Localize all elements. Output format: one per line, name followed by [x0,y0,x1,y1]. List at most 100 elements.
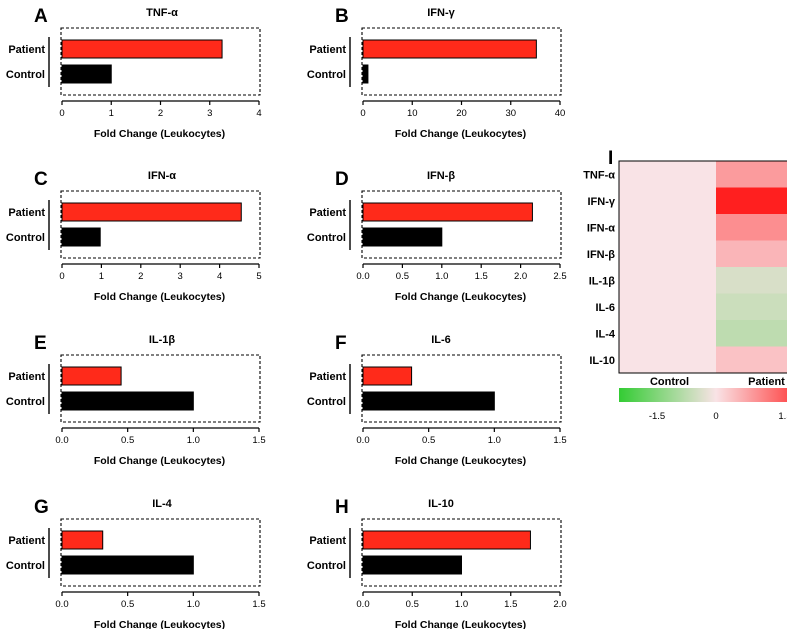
category-label: Control [307,560,346,572]
category-label: Patient [309,44,346,56]
category-label: Control [6,69,45,81]
x-tick-label: 1.5 [252,599,265,610]
heatmap-cell-control [619,346,716,374]
x-tick-label: 2 [138,271,143,282]
panel-label: D [335,169,349,190]
bar-control [61,555,194,575]
panel-c: C IFN-α Patient Control 0 1 2 3 4 5 Fold Change (L… [6,169,262,303]
bar-control [61,64,112,84]
bar-control [362,64,369,84]
x-tick-label: 2.0 [514,271,527,282]
x-tick-label: 4 [256,108,261,119]
x-tick-label: 0.5 [121,435,134,446]
x-tick-label: 2.5 [553,271,566,282]
heatmap-cell-control [619,267,716,294]
x-axis-title: Fold Change (Leukocytes) [395,291,526,303]
panel-label: F [335,333,347,354]
panel-label: I [608,148,613,169]
heatmap-row-label: IFN-α [587,222,615,234]
dashed-frame [361,518,562,587]
category-label: Patient [309,371,346,383]
dashed-frame [60,518,261,587]
bar-patient [61,202,242,222]
category-label: Patient [309,535,346,547]
x-axis-title: Fold Change (Leukocytes) [94,291,225,303]
x-tick-label: 0.0 [55,435,68,446]
bar-control [362,391,495,411]
heatmap-row-label: IL-6 [595,302,615,314]
x-axis-title: Fold Change (Leukocytes) [395,128,526,140]
x-tick-label: 1.5 [504,599,517,610]
chart-title: IFN-α [148,170,176,182]
panel-d: D IFN-β Patient Control 0.0 0.5 1.0 1.5 2.0 2.5 Fo… [307,169,567,303]
x-axis-title: Fold Change (Leukocytes) [395,619,526,629]
dashed-frame [361,27,562,96]
x-tick-label: 0.0 [55,599,68,610]
dashed-frame [361,190,562,259]
panel-g: G IL-4 Patient Control 0.0 0.5 1.0 1.5 Fold Chan… [6,497,266,631]
category-label: Control [307,396,346,408]
colorbar-tick-label: 1.5 [778,411,787,422]
x-tick-label: 1.0 [488,435,501,446]
heatmap-cell-patient [716,214,787,241]
x-tick-label: 1.0 [455,599,468,610]
x-tick-label: 2.0 [553,599,566,610]
x-tick-label: 0 [59,108,64,119]
dashed-frame [60,354,261,423]
x-axis-title: Fold Change (Leukocytes) [395,455,526,467]
x-tick-label: 1 [109,108,114,119]
panel-e: E IL-1β Patient Control 0.0 0.5 1.0 1.5 Fold Cha… [6,333,266,467]
heatmap-border [618,160,787,374]
panel-a: A TNF-α Patient Control 0 1 2 3 4 Fold Change (Le… [6,6,262,140]
x-tick-label: 30 [505,108,516,119]
colorbar [619,388,787,402]
chart-title: IFN-β [427,170,455,182]
heatmap-cell-control [619,320,716,347]
x-tick-label: 0.5 [396,271,409,282]
x-tick-label: 1.0 [187,435,200,446]
heatmap-cell-patient [716,240,787,268]
dashed-frame [361,354,562,423]
bar-control [61,227,101,247]
chart-title: IFN-γ [427,7,455,19]
heatmap-cell-control [619,240,716,268]
panel-label: B [335,6,349,27]
panel-label: A [34,6,48,27]
bar-patient [61,366,122,386]
bar-patient [61,39,223,59]
heatmap-cell-control [619,293,716,321]
category-label: Patient [309,207,346,219]
x-axis-title: Fold Change (Leukocytes) [94,128,225,140]
dashed-frame [60,27,261,96]
x-tick-label: 5 [256,271,261,282]
x-axis-title: Fold Change (Leukocytes) [94,455,225,467]
x-tick-label: 1.0 [435,271,448,282]
panel-b: B IFN-γ Patient Control 0 10 20 30 40 Fold Change… [307,6,565,140]
category-label: Patient [8,44,45,56]
heatmap-cell-control [619,214,716,241]
bar-patient [362,39,537,59]
heatmap-cell-control [619,161,716,188]
panel-label: E [34,333,47,354]
x-axis-title: Fold Change (Leukocytes) [94,619,225,629]
x-tick-label: 0 [360,108,365,119]
panel-f: F IL-6 Patient Control 0.0 0.5 1.0 1.5 Fold Chan… [307,333,567,467]
x-tick-label: 0.5 [422,435,435,446]
bar-patient [362,366,413,386]
bar-patient [61,530,104,550]
bar-control [362,227,443,247]
x-tick-label: 2 [158,108,163,119]
category-label: Control [6,232,45,244]
heatmap-cell-patient [716,346,787,374]
x-tick-label: 1.0 [187,599,200,610]
category-label: Patient [8,207,45,219]
x-tick-label: 0.5 [121,599,134,610]
x-tick-label: 1.5 [475,271,488,282]
chart-title: IL-4 [152,498,172,510]
heatmap-column-label: Control [650,376,689,388]
heatmap-column-label: Patient [748,376,785,388]
heatmap-cell-patient [716,320,787,347]
x-tick-label: 4 [217,271,222,282]
x-tick-label: 0.0 [356,599,369,610]
